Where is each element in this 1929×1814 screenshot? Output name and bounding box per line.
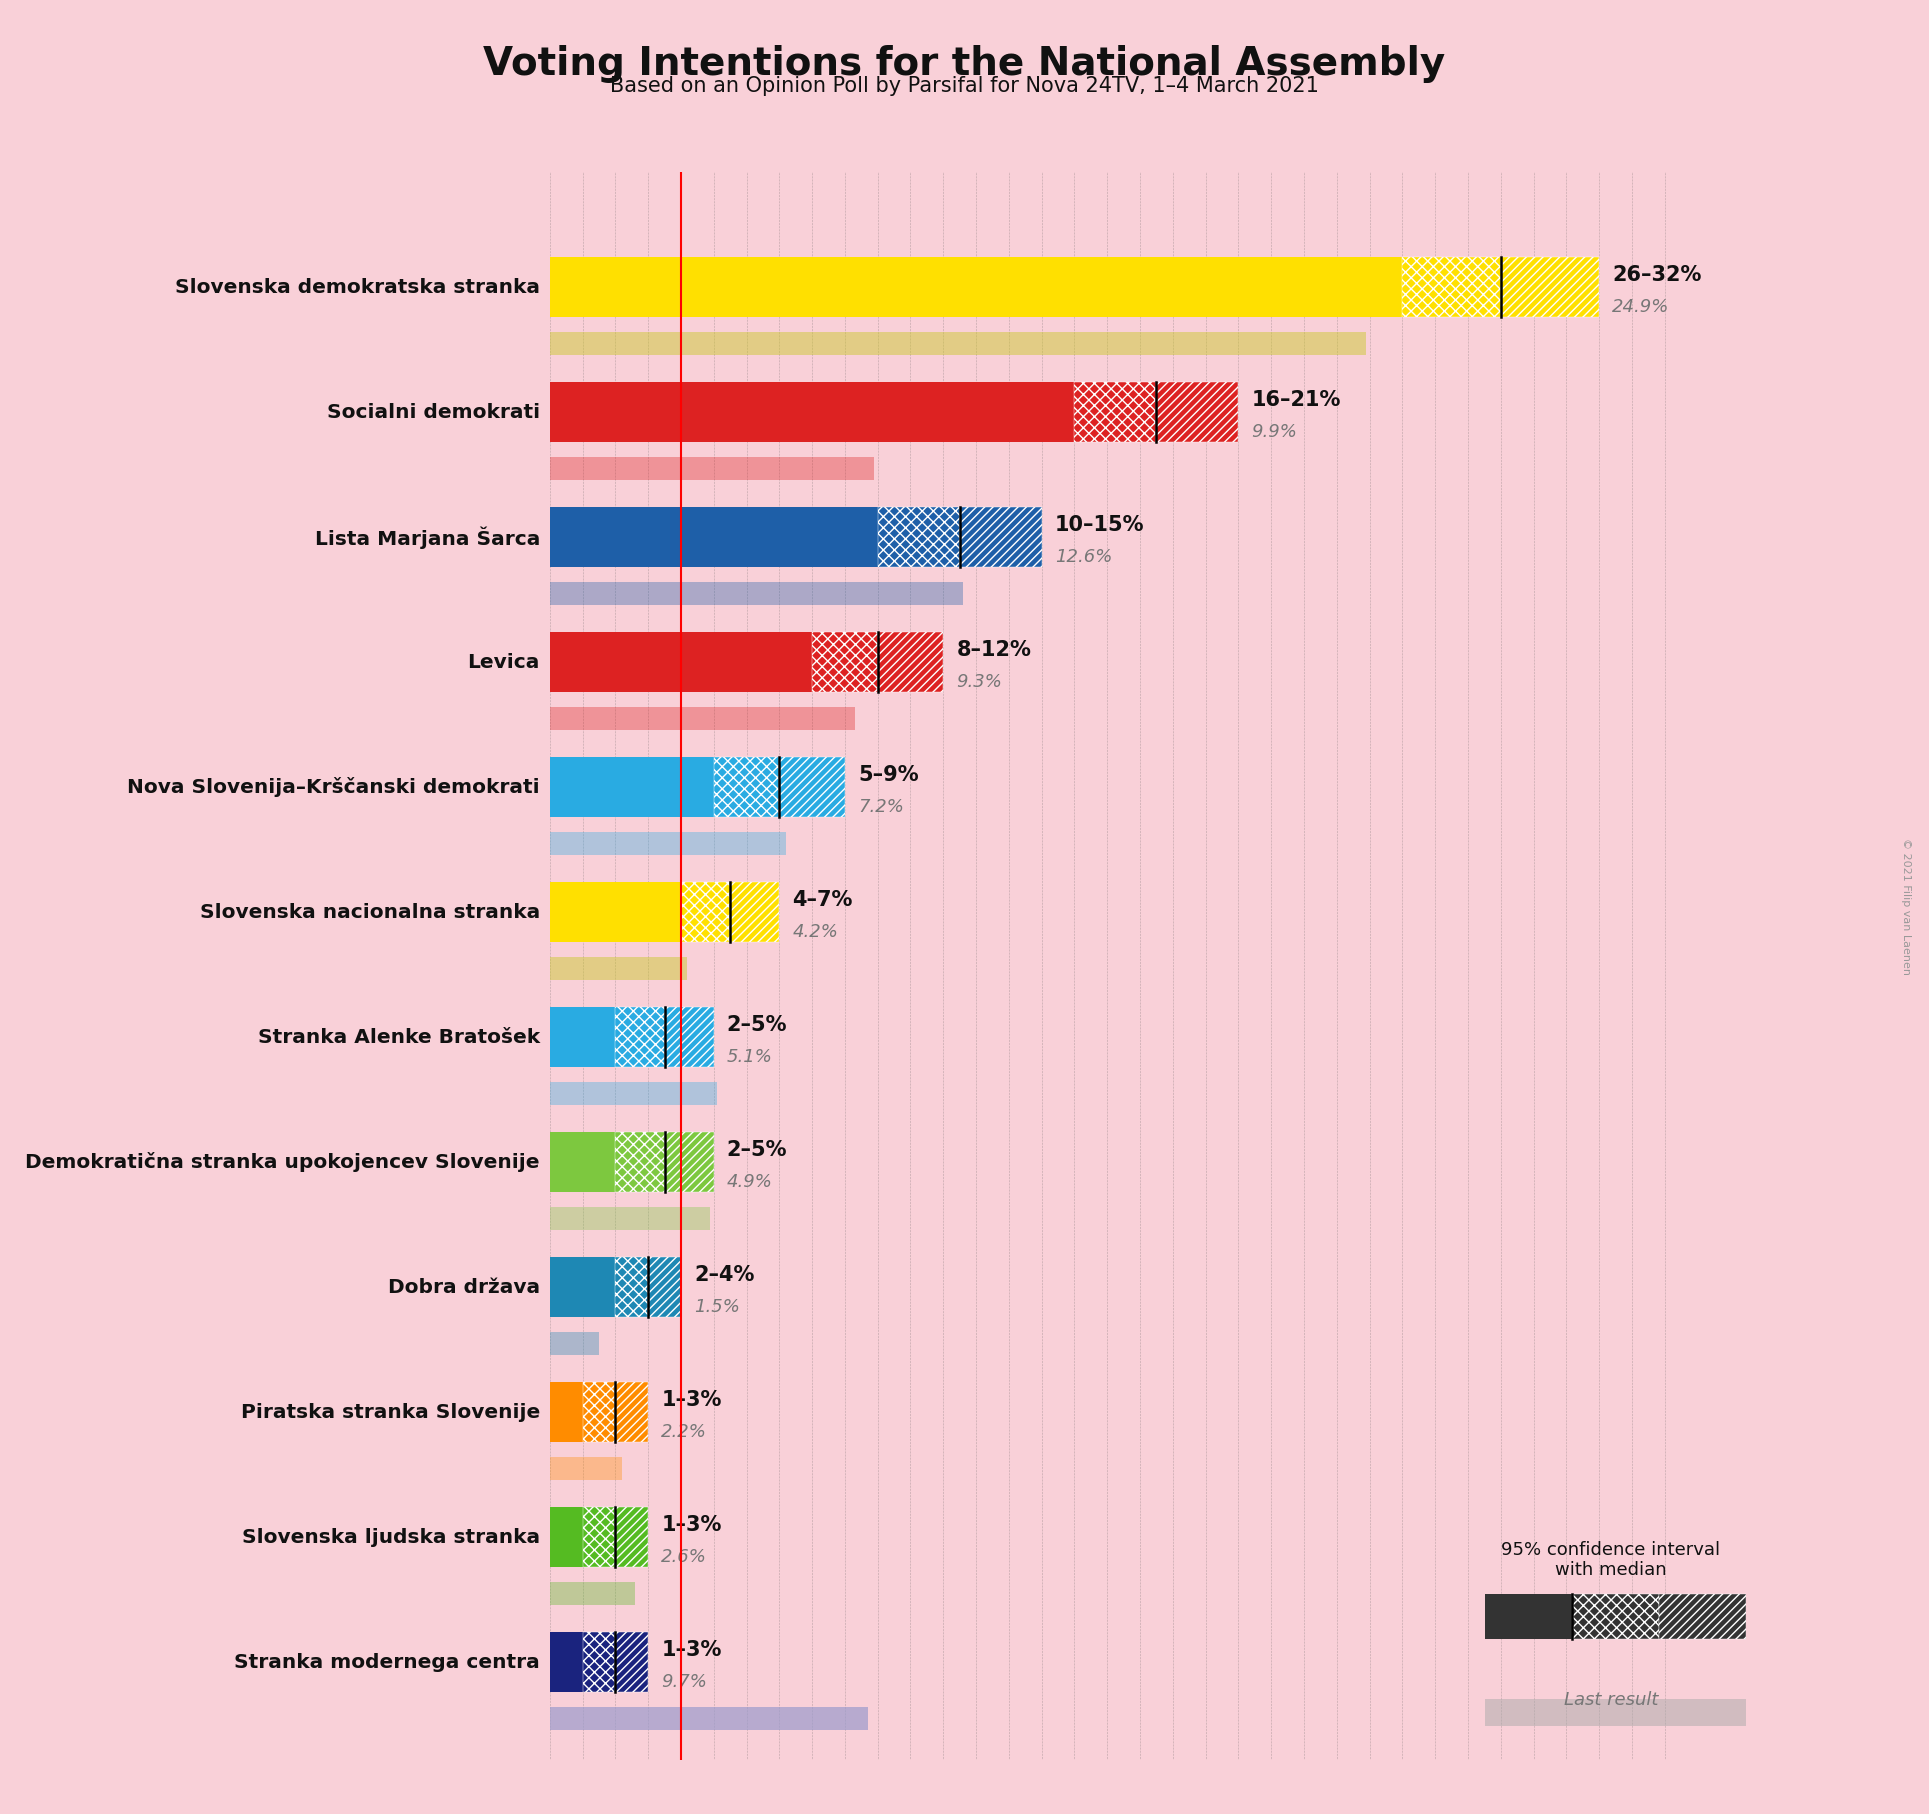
Bar (1659, 1595, 1746, 1638)
Bar (583, 1633, 615, 1692)
Bar (1501, 258, 1599, 317)
Bar (714, 756, 779, 818)
Bar (1402, 258, 1501, 317)
Bar (550, 1132, 615, 1192)
Bar (550, 1707, 868, 1729)
Bar (550, 1206, 710, 1230)
Bar (550, 1331, 598, 1355)
Text: Voting Intentions for the National Assembly: Voting Intentions for the National Assem… (484, 45, 1445, 83)
Bar (878, 508, 959, 568)
Bar (550, 756, 714, 818)
Bar (550, 258, 1402, 317)
Text: Nova Slovenija–Krščanski demokrati: Nova Slovenija–Krščanski demokrati (127, 776, 540, 796)
Bar (550, 1257, 615, 1317)
Bar (664, 1132, 714, 1192)
Text: 9.7%: 9.7% (662, 1673, 708, 1691)
Text: Socialni demokrati: Socialni demokrati (326, 403, 540, 423)
Text: Slovenska ljudska stranka: Slovenska ljudska stranka (241, 1527, 540, 1547)
Text: Piratska stranka Slovenije: Piratska stranka Slovenije (241, 1402, 540, 1422)
Text: 1.5%: 1.5% (694, 1299, 741, 1317)
Bar (550, 332, 1366, 356)
Text: 2–5%: 2–5% (727, 1139, 787, 1159)
Bar (550, 1007, 615, 1067)
Bar (812, 633, 878, 693)
Bar (878, 633, 943, 693)
Text: 2.6%: 2.6% (662, 1547, 708, 1565)
Text: Demokratična stranka upokojencev Slovenije: Demokratična stranka upokojencev Sloveni… (25, 1152, 540, 1172)
Bar (550, 1083, 718, 1105)
Bar (550, 882, 681, 941)
Text: Based on an Opinion Poll by Parsifal for Nova 24TV, 1–4 March 2021: Based on an Opinion Poll by Parsifal for… (610, 76, 1319, 96)
Bar (550, 508, 878, 568)
Text: 24.9%: 24.9% (1613, 297, 1671, 316)
Bar (664, 1007, 714, 1067)
Bar (615, 1257, 648, 1317)
Text: Stranka Alenke Bratošek: Stranka Alenke Bratošek (258, 1029, 540, 1047)
Text: Stranka modernega centra: Stranka modernega centra (233, 1653, 540, 1671)
Bar (615, 1633, 648, 1692)
Text: Dobra država: Dobra država (388, 1277, 540, 1297)
Text: Slovenska nacionalna stranka: Slovenska nacionalna stranka (201, 903, 540, 922)
Bar (550, 1582, 635, 1605)
Bar (779, 756, 845, 818)
Bar (959, 508, 1042, 568)
Text: 1–3%: 1–3% (662, 1390, 721, 1409)
Bar (550, 633, 812, 693)
Bar (550, 1633, 583, 1692)
Bar (583, 1382, 615, 1442)
Text: Last result: Last result (1564, 1691, 1657, 1709)
Bar (550, 958, 687, 980)
Text: 16–21%: 16–21% (1252, 390, 1341, 410)
Bar (681, 882, 729, 941)
Text: 4.2%: 4.2% (793, 923, 839, 941)
Text: 9.3%: 9.3% (957, 673, 1003, 691)
Bar (583, 1507, 615, 1567)
Bar (550, 383, 1074, 443)
Bar (550, 1457, 621, 1480)
Text: 5–9%: 5–9% (858, 766, 918, 785)
Text: 1–3%: 1–3% (662, 1640, 721, 1660)
Bar (550, 582, 963, 604)
Text: 1–3%: 1–3% (662, 1515, 721, 1535)
Bar (550, 833, 785, 854)
Text: 10–15%: 10–15% (1055, 515, 1144, 535)
Bar (615, 1007, 664, 1067)
Text: 9.9%: 9.9% (1252, 423, 1298, 441)
Bar (550, 1507, 583, 1567)
Text: 2.2%: 2.2% (662, 1424, 708, 1440)
Text: 2–5%: 2–5% (727, 1014, 787, 1034)
Bar (550, 707, 855, 729)
Text: 4–7%: 4–7% (793, 889, 853, 909)
Text: Levica: Levica (467, 653, 540, 671)
Text: 5.1%: 5.1% (727, 1048, 774, 1067)
Bar (615, 1382, 648, 1442)
Text: 7.2%: 7.2% (858, 798, 905, 816)
Text: 26–32%: 26–32% (1613, 265, 1701, 285)
Bar (1155, 383, 1238, 443)
Text: © 2021 Filip van Laenen: © 2021 Filip van Laenen (1900, 838, 1912, 976)
Bar (550, 457, 874, 479)
Text: 12.6%: 12.6% (1055, 548, 1113, 566)
Text: Slovenska demokratska stranka: Slovenska demokratska stranka (176, 278, 540, 297)
Text: 2–4%: 2–4% (694, 1264, 754, 1284)
Bar (615, 1132, 664, 1192)
Text: 4.9%: 4.9% (727, 1174, 774, 1192)
Bar (1074, 383, 1157, 443)
Bar (550, 1382, 583, 1442)
Bar (1572, 1595, 1659, 1638)
Bar (729, 882, 779, 941)
Text: 95% confidence interval
with median: 95% confidence interval with median (1501, 1540, 1721, 1580)
Text: 8–12%: 8–12% (957, 640, 1032, 660)
Bar (1485, 1595, 1572, 1638)
Bar (615, 1507, 648, 1567)
Bar (1485, 1698, 1746, 1727)
Bar (648, 1257, 681, 1317)
Text: Lista Marjana Šarca: Lista Marjana Šarca (314, 526, 540, 548)
